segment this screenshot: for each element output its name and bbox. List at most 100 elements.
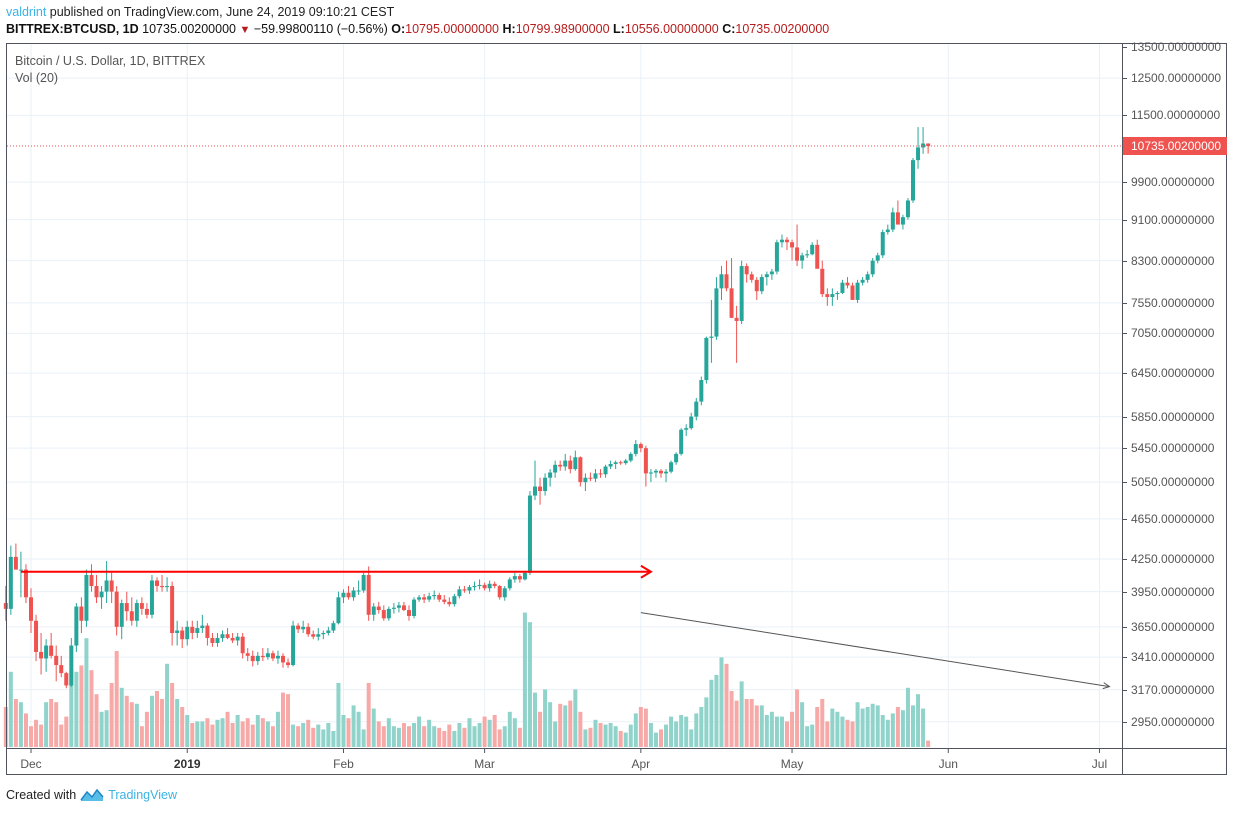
candle-body [482, 584, 487, 589]
candle-body [109, 580, 114, 592]
symbol-label: BITTREX:BTCUSD, 1D [6, 22, 139, 36]
volume-bar [800, 702, 805, 747]
volume-bar [109, 683, 114, 747]
volume-bar [810, 724, 815, 747]
volume-bar [34, 719, 39, 747]
volume-bar [558, 703, 563, 747]
volume-bar [296, 726, 301, 747]
volume-bar [215, 719, 220, 747]
candle-body [709, 336, 714, 338]
volume-bar [260, 718, 265, 747]
volume-bar [603, 724, 608, 747]
volume-bar [659, 729, 663, 747]
price-tick-label: 6450.00000000 [1121, 366, 1215, 381]
volume-bar [452, 731, 457, 747]
volume-bar [522, 612, 527, 747]
candle-body [497, 586, 502, 598]
volume-bar [679, 715, 684, 747]
candle-body [694, 401, 699, 417]
candle-body [543, 477, 548, 492]
volume-bar [417, 716, 422, 747]
candle-body [185, 626, 190, 640]
candle-body [553, 464, 558, 473]
volume-bar [502, 726, 507, 747]
candle-body [114, 591, 119, 627]
candle-body [291, 625, 296, 666]
price-tick-label: 3650.00000000 [1121, 619, 1215, 634]
volume-bar [422, 726, 427, 747]
volume-bar [543, 689, 548, 747]
candle-body [563, 460, 568, 467]
last-price: 10735.00200000 [142, 22, 236, 36]
candle-body [235, 636, 240, 641]
volume-bar [538, 711, 543, 747]
volume-bar [865, 707, 870, 747]
volume-bar [900, 710, 905, 747]
candle-body [54, 655, 59, 666]
candle-body [245, 653, 250, 656]
volume-bar [835, 711, 840, 747]
volume-bar [356, 711, 361, 747]
footer: Created with TradingView [6, 788, 177, 802]
candle-body [774, 242, 779, 272]
candle-body [69, 645, 74, 686]
volume-bar [432, 726, 437, 747]
volume-bar [407, 726, 411, 747]
volume-bar [124, 695, 129, 747]
volume-bar [724, 663, 729, 747]
volume-bar [669, 716, 674, 747]
volume-bar [729, 691, 734, 747]
candle-body [296, 625, 301, 630]
candle-body [371, 606, 376, 615]
volume-bar [64, 716, 69, 747]
candle-body [341, 592, 346, 598]
volume-bar [114, 651, 119, 747]
volume-bar [527, 622, 532, 747]
candle-body [754, 279, 759, 292]
volume-bar [195, 721, 200, 747]
price-tick-label: 3950.00000000 [1121, 584, 1215, 599]
candle-body [18, 569, 23, 571]
volume-bar [850, 721, 855, 747]
volume-bar [84, 638, 89, 747]
tradingview-link[interactable]: TradingView [108, 788, 177, 802]
volume-bar [351, 705, 356, 747]
created-with-text: Created with [6, 788, 77, 802]
candle-body [900, 217, 905, 225]
candle-body [39, 651, 44, 659]
low-label: L: [613, 22, 625, 36]
candle-body [155, 580, 159, 587]
volume-bar [517, 727, 522, 747]
author-link[interactable]: valdrint [6, 5, 47, 19]
volume-bar [326, 723, 331, 747]
candle-body [573, 457, 578, 470]
candle-body [336, 597, 341, 624]
candle-body [744, 266, 749, 275]
candle-body [311, 634, 316, 637]
candle-body [578, 457, 583, 483]
volume-bar [447, 724, 452, 747]
volume-bar [699, 707, 704, 747]
candle-body [734, 317, 739, 321]
candle-body [270, 653, 275, 659]
volume-bar [79, 665, 84, 747]
price-tick-label: 12500.00000000 [1121, 71, 1222, 86]
chart-legend: Bitcoin / U.S. Dollar, 1D, BITTREX Vol (… [15, 53, 205, 87]
candle-body [79, 606, 84, 621]
volume-bar [321, 729, 326, 747]
candle-body [492, 583, 497, 587]
candle-body [44, 645, 49, 659]
volume-bar [386, 718, 391, 747]
volume-bar [361, 729, 366, 747]
volume-bar [588, 727, 593, 747]
volume-bar [49, 699, 54, 747]
candle-body [351, 590, 356, 598]
volume-bar [860, 708, 865, 747]
volume-bar [548, 702, 553, 747]
volume-bar [754, 705, 759, 747]
candle-body [104, 580, 109, 592]
volume-bar [578, 711, 583, 747]
volume-bar [613, 726, 618, 747]
time-tick-label: Feb [333, 757, 354, 771]
